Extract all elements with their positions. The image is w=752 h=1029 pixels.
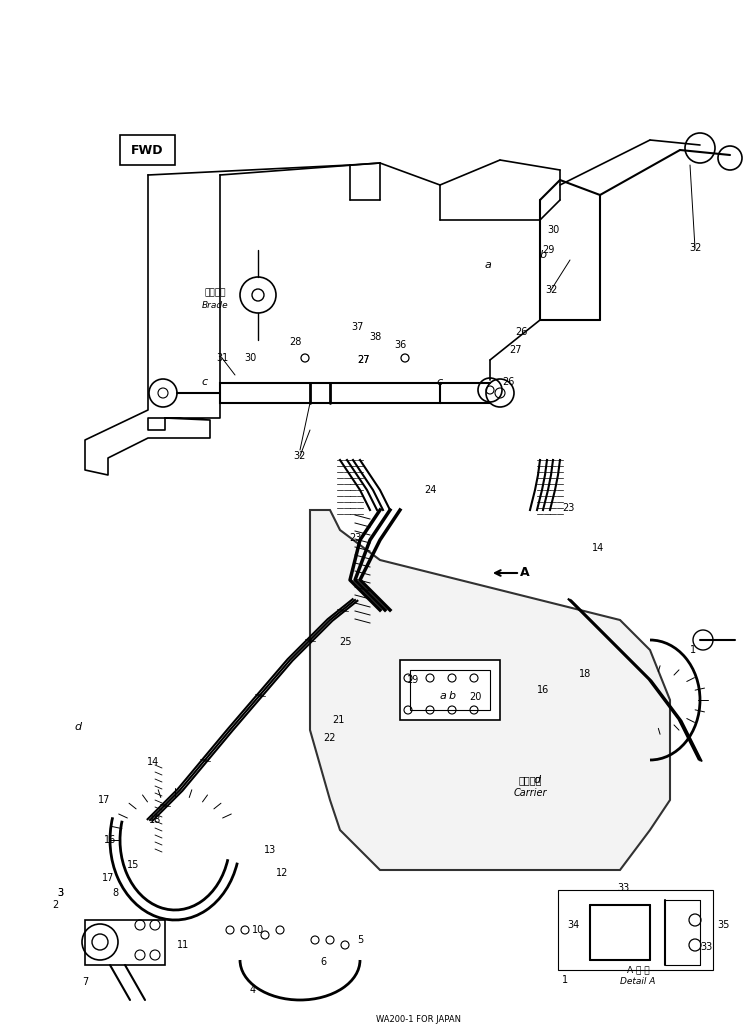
Text: 10: 10 [252,925,264,935]
Text: 26: 26 [502,377,514,387]
Text: 13: 13 [264,845,276,855]
Text: A 拡 図: A 拡 図 [626,965,649,974]
Text: FWD: FWD [131,143,163,156]
Text: 33: 33 [700,942,712,952]
Text: c: c [202,377,208,387]
Text: 8: 8 [112,888,118,898]
Text: a: a [484,260,492,270]
Text: 23: 23 [349,533,361,543]
Text: 16: 16 [537,685,549,695]
Text: 18: 18 [149,815,161,825]
Text: Brade: Brade [202,300,229,310]
Bar [400,660,500,720]
Text: 11: 11 [177,941,189,950]
Text: 33: 33 [617,883,629,893]
Bar [85,920,165,965]
Text: 4: 4 [250,985,256,995]
Text: 17: 17 [98,795,111,805]
Text: 34: 34 [567,920,579,930]
Text: Carrier: Carrier [514,788,547,799]
Text: 19: 19 [407,675,419,685]
Text: 25: 25 [338,637,351,647]
Text: 17: 17 [102,873,114,883]
Text: b: b [539,250,547,260]
Text: 15: 15 [127,860,139,870]
Text: 6: 6 [320,957,326,967]
Text: 32: 32 [294,451,306,461]
Text: 7: 7 [82,977,88,987]
Text: 1: 1 [562,975,568,985]
Text: c: c [437,377,443,387]
Text: WA200-1 FOR JAPAN: WA200-1 FOR JAPAN [376,1016,461,1025]
Text: 23: 23 [562,503,575,513]
Text: 5: 5 [357,935,363,945]
Text: 18: 18 [579,669,591,679]
Text: 29: 29 [541,245,554,255]
Polygon shape [310,510,670,870]
Text: 2: 2 [52,900,58,910]
Text: A: A [520,567,530,579]
Bar [120,135,175,165]
Text: 21: 21 [332,715,344,725]
Bar [410,670,490,710]
Text: キャリヤ: キャリヤ [518,775,541,785]
Bar [558,890,713,970]
Text: b: b [448,691,456,701]
Text: 14: 14 [147,757,159,767]
Text: 20: 20 [468,691,481,702]
Text: a: a [440,691,447,701]
Text: 31: 31 [216,353,228,363]
Text: 14: 14 [592,543,604,553]
Text: Detail A: Detail A [620,978,656,987]
Text: 27: 27 [356,355,369,365]
Text: 35: 35 [717,920,729,930]
Text: 1: 1 [690,645,696,655]
Text: 22: 22 [324,733,336,743]
Text: 28: 28 [289,338,302,347]
Text: 26: 26 [515,327,527,338]
Text: d: d [533,775,541,785]
Text: 30: 30 [547,225,559,235]
Text: 3: 3 [57,888,63,898]
Text: 32: 32 [689,243,701,253]
Text: 30: 30 [244,353,256,363]
Text: 16: 16 [104,835,116,845]
Text: 24: 24 [424,485,436,495]
Text: ブレード: ブレード [205,288,226,297]
Text: 36: 36 [394,340,406,350]
Text: 27: 27 [356,355,369,365]
Text: d: d [74,722,81,732]
Bar [220,383,440,403]
Text: 38: 38 [369,332,381,342]
Text: 27: 27 [509,345,521,355]
Text: 12: 12 [276,868,288,878]
Text: 37: 37 [352,322,364,332]
Text: 32: 32 [544,285,557,295]
Text: 3: 3 [57,888,63,898]
